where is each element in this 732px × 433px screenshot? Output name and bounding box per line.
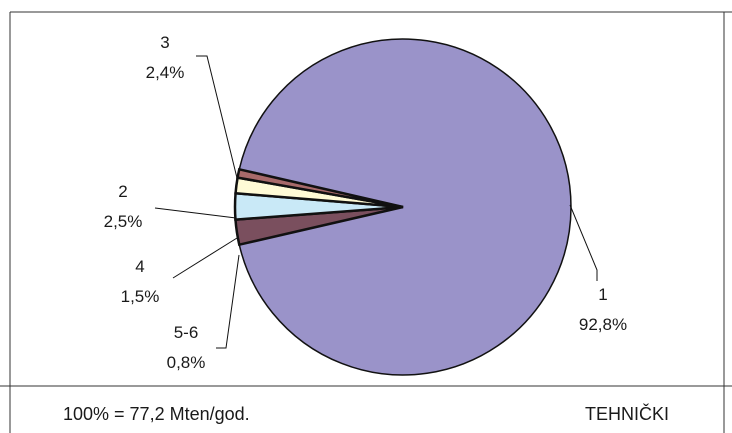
- slice-label-4: 4: [135, 257, 144, 276]
- leader-lines: [154, 55, 598, 349]
- slice-percent-2: 2,5%: [104, 212, 143, 231]
- pie-slice-5-6: [236, 167, 404, 209]
- slice-label-1: 1: [598, 285, 607, 304]
- leader-line-1: [569, 204, 598, 281]
- pie-slices: [233, 38, 572, 376]
- leader-line-3: [196, 55, 238, 179]
- slice-percent-4: 1,5%: [121, 287, 160, 306]
- leader-line-2: [154, 207, 237, 219]
- slice-percent-3: 2,4%: [146, 63, 185, 82]
- slice-percent-5-6: 0,8%: [167, 353, 206, 372]
- leader-line-4: [172, 237, 238, 279]
- slice-label-3: 3: [160, 33, 169, 52]
- slice-label-2: 2: [118, 182, 127, 201]
- total-note: 100% = 77,2 Mten/god.: [63, 404, 250, 424]
- category-note: TEHNIČKI: [585, 403, 669, 424]
- slice-label-5-6: 5-6: [174, 323, 199, 342]
- slice-percent-1: 92,8%: [579, 315, 627, 334]
- leader-line-5-6: [216, 254, 240, 349]
- slice-labels: 1 92,8% 3 2,4% 2 2,5% 4 1,5% 5-6 0,8%: [104, 33, 627, 372]
